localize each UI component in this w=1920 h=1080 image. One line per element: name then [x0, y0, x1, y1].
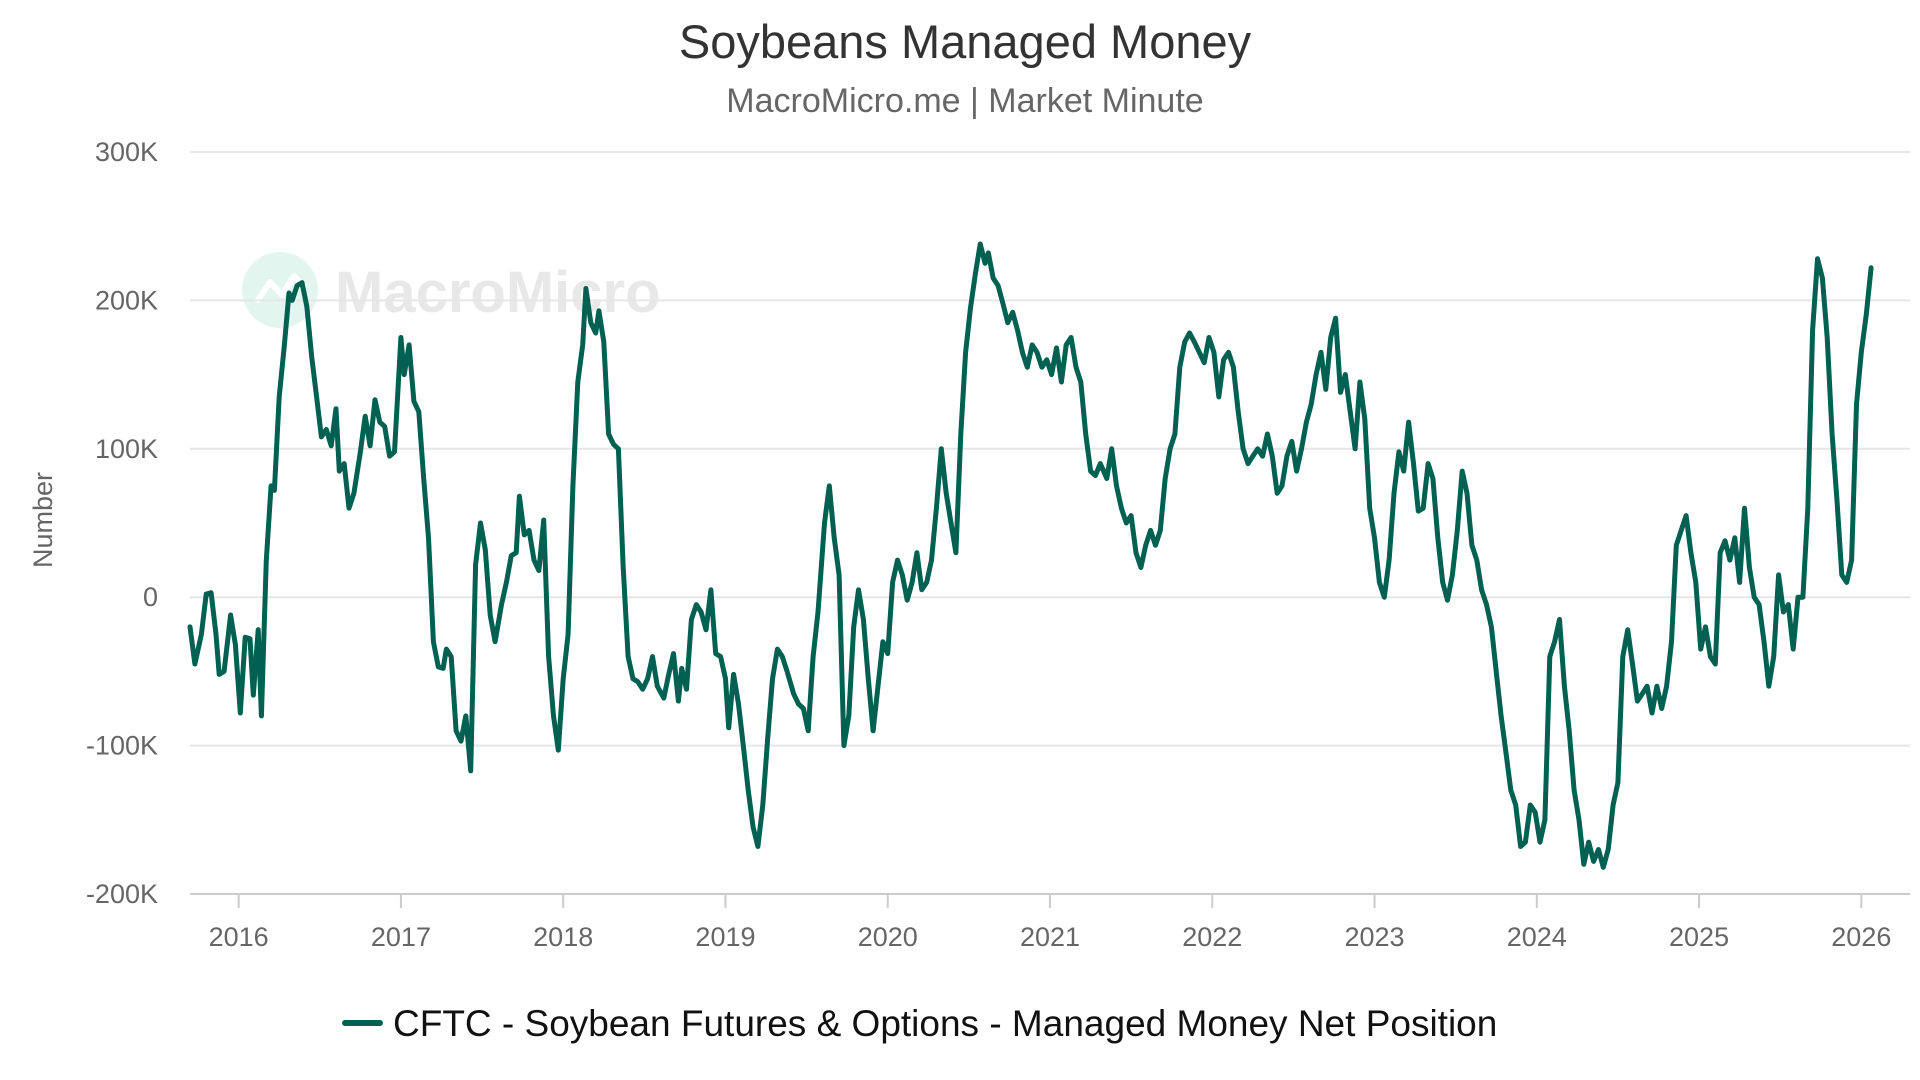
x-tick-label: 2018	[533, 922, 593, 952]
series-layer	[187, 241, 1874, 870]
gridlines	[190, 151, 1910, 747]
y-axis-title: Number	[28, 472, 58, 568]
y-tick-label: -200K	[86, 879, 158, 909]
x-tick-label: 2019	[695, 922, 755, 952]
y-tick-label: 300K	[95, 137, 158, 167]
legend-label[interactable]: CFTC - Soybean Futures & Options - Manag…	[393, 1003, 1497, 1044]
y-tick-label: 100K	[95, 434, 158, 464]
x-tick-label: 2026	[1831, 922, 1891, 952]
x-tick-label: 2021	[1020, 922, 1080, 952]
x-tick-label: 2024	[1507, 922, 1567, 952]
x-tick-label: 2017	[371, 922, 431, 952]
legend[interactable]: CFTC - Soybean Futures & Options - Manag…	[342, 1003, 1497, 1044]
x-tick-label: 2020	[858, 922, 918, 952]
y-tick-label: 0	[143, 582, 158, 612]
watermark-logo-mark-icon	[255, 273, 307, 303]
series-line-0[interactable]	[187, 241, 1874, 870]
x-tick-label: 2016	[209, 922, 269, 952]
y-tick-label: 200K	[95, 285, 158, 315]
watermark-text: MacroMicro	[335, 260, 661, 325]
chart-subtitle: MacroMicro.me | Market Minute	[726, 82, 1203, 120]
watermark: MacroMicro	[242, 252, 661, 328]
y-axis-ticks: 300K 200K 100K 0 -100K -200K	[86, 137, 158, 909]
x-axis-ticks: 2016 2017 2018 2019 2020 2021 2022 2023 2024 2025…	[209, 894, 1891, 952]
x-tick-label: 2025	[1669, 922, 1729, 952]
x-tick-label: 2022	[1182, 922, 1242, 952]
chart-title: Soybeans Managed Money	[679, 15, 1252, 68]
y-tick-label: -100K	[86, 731, 158, 761]
x-tick-label: 2023	[1344, 922, 1404, 952]
